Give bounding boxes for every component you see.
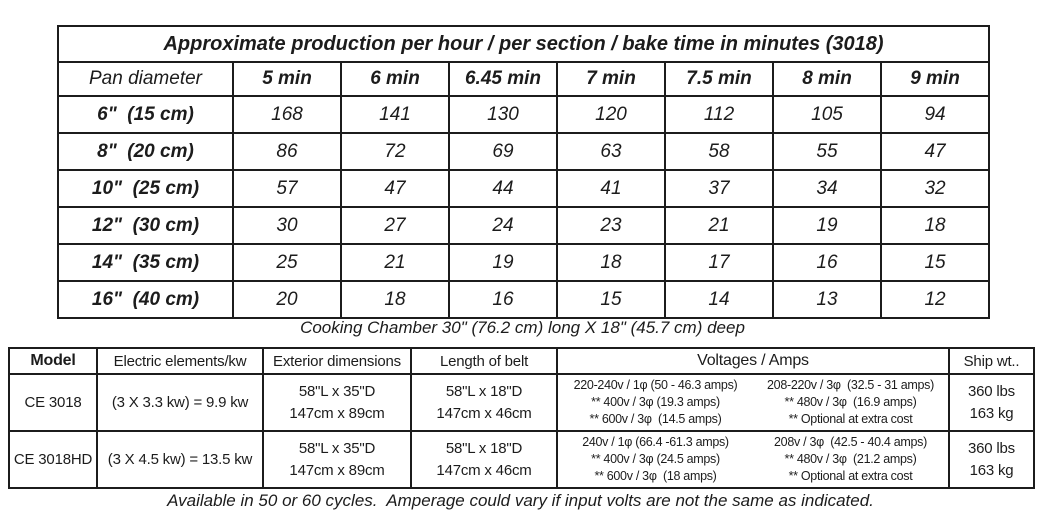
cycles-amperage-note: Available in 50 or 60 cycles. Amperage c… xyxy=(167,491,874,510)
production-value: 168 xyxy=(232,95,342,134)
exterior-dimensions-cell: 58"L x 35"D 147cm x 89cm xyxy=(262,430,412,489)
electric-elements-cell: (3 X 4.5 kw) = 13.5 kw xyxy=(96,430,264,489)
col-header-model: Model xyxy=(8,347,98,375)
production-row-6in: 6" (15 cm) 168 141 130 120 112 105 94 xyxy=(57,95,991,134)
production-row-10in: 10" (25 cm) 57 47 44 41 37 34 32 xyxy=(57,169,991,208)
col-header-9min: 9 min xyxy=(879,61,991,97)
pan-size-label: 12" (30 cm) xyxy=(57,206,234,245)
col-header-6min: 6 min xyxy=(340,61,450,97)
production-value: 12 xyxy=(879,280,991,319)
production-value: 21 xyxy=(664,206,774,245)
spec-row-ce3018: CE 3018 (3 X 3.3 kw) = 9.9 kw 58"L x 35"… xyxy=(8,373,1035,432)
production-value: 141 xyxy=(340,95,450,134)
production-value: 86 xyxy=(232,132,342,171)
voltages-left-column: 240v / 1φ (66.4 -61.3 amps) ** 400v / 3φ… xyxy=(582,435,729,483)
col-header-ship-weight: Ship wt.. xyxy=(948,347,1035,375)
col-header-exterior-dimensions: Exterior dimensions xyxy=(262,347,412,375)
exterior-dimensions-cell: 58"L x 35"D 147cm x 89cm xyxy=(262,373,412,432)
production-value: 47 xyxy=(879,132,991,171)
production-value: 47 xyxy=(340,169,450,208)
pan-size-label: 16" (40 cm) xyxy=(57,280,234,319)
production-value: 57 xyxy=(232,169,342,208)
pan-size-label: 10" (25 cm) xyxy=(57,169,234,208)
production-value: 18 xyxy=(340,280,450,319)
production-value: 41 xyxy=(556,169,666,208)
production-table-title: Approximate production per hour / per se… xyxy=(56,25,991,63)
production-value: 15 xyxy=(556,280,666,319)
production-value: 15 xyxy=(879,243,991,282)
production-value: 34 xyxy=(772,169,882,208)
col-header-electric-elements: Electric elements/kw xyxy=(96,347,264,375)
belt-length-cell: 58"L x 18"D 147cm x 46cm xyxy=(410,430,558,489)
production-value: 24 xyxy=(448,206,558,245)
production-value: 18 xyxy=(556,243,666,282)
model-cell: CE 3018HD xyxy=(8,430,98,489)
production-row-12in: 12" (30 cm) 30 27 24 23 21 19 18 xyxy=(57,206,991,245)
electric-elements-cell: (3 X 3.3 kw) = 9.9 kw xyxy=(96,373,264,432)
col-header-length-of-belt: Length of belt xyxy=(410,347,558,375)
production-value: 58 xyxy=(664,132,774,171)
production-value: 27 xyxy=(340,206,450,245)
production-value: 130 xyxy=(448,95,558,134)
production-value: 17 xyxy=(664,243,774,282)
production-value: 44 xyxy=(448,169,558,208)
production-value: 16 xyxy=(448,280,558,319)
production-value: 19 xyxy=(448,243,558,282)
spec-header-row: Model Electric elements/kw Exterior dime… xyxy=(8,347,1035,375)
production-row-14in: 14" (35 cm) 25 21 19 18 17 16 15 xyxy=(57,243,991,282)
voltages-right-column: 208v / 3φ (42.5 - 40.4 amps) ** 480v / 3… xyxy=(774,435,927,483)
voltages-right-column: 208-220v / 3φ (32.5 - 31 amps) ** 480v /… xyxy=(767,378,934,426)
production-value: 21 xyxy=(340,243,450,282)
spec-table: Model Electric elements/kw Exterior dime… xyxy=(8,347,1035,489)
production-value: 25 xyxy=(232,243,342,282)
col-header-pan-diameter: Pan diameter xyxy=(57,61,234,97)
production-value: 30 xyxy=(232,206,342,245)
production-value: 63 xyxy=(556,132,666,171)
cooking-chamber-note: Cooking Chamber 30" (76.2 cm) long X 18"… xyxy=(300,318,745,337)
model-cell: CE 3018 xyxy=(8,373,98,432)
voltages-amps-cell: 220-240v / 1φ (50 - 46.3 amps) ** 400v /… xyxy=(556,373,950,432)
production-value: 18 xyxy=(879,206,991,245)
production-value: 37 xyxy=(664,169,774,208)
col-header-7min: 7 min xyxy=(556,61,666,97)
ship-weight-cell: 360 lbs 163 kg xyxy=(948,430,1035,489)
col-header-6-45min: 6.45 min xyxy=(448,61,558,97)
col-header-voltages-amps: Voltages / Amps xyxy=(556,347,950,375)
production-row-16in: 16" (40 cm) 20 18 16 15 14 13 12 xyxy=(57,280,991,319)
production-table: Approximate production per hour / per se… xyxy=(56,25,991,319)
pan-size-label: 14" (35 cm) xyxy=(57,243,234,282)
production-value: 20 xyxy=(232,280,342,319)
production-value: 19 xyxy=(772,206,882,245)
spec-row-ce3018hd: CE 3018HD (3 X 4.5 kw) = 13.5 kw 58"L x … xyxy=(8,430,1035,489)
pan-size-label: 8" (20 cm) xyxy=(57,132,234,171)
production-value: 105 xyxy=(772,95,882,134)
production-value: 23 xyxy=(556,206,666,245)
production-title-row: Approximate production per hour / per se… xyxy=(56,25,991,63)
col-header-8min: 8 min xyxy=(772,61,882,97)
col-header-5min: 5 min xyxy=(232,61,342,97)
production-header-row: Pan diameter 5 min 6 min 6.45 min 7 min … xyxy=(57,61,991,97)
production-value: 69 xyxy=(448,132,558,171)
voltages-amps-cell: 240v / 1φ (66.4 -61.3 amps) ** 400v / 3φ… xyxy=(556,430,950,489)
voltages-left-column: 220-240v / 1φ (50 - 46.3 amps) ** 400v /… xyxy=(573,378,738,426)
belt-length-cell: 58"L x 18"D 147cm x 46cm xyxy=(410,373,558,432)
production-value: 32 xyxy=(879,169,991,208)
ship-weight-cell: 360 lbs 163 kg xyxy=(948,373,1035,432)
production-value: 16 xyxy=(772,243,882,282)
production-value: 13 xyxy=(772,280,882,319)
pan-size-label: 6" (15 cm) xyxy=(57,95,234,134)
production-value: 112 xyxy=(664,95,774,134)
production-value: 94 xyxy=(879,95,991,134)
production-value: 120 xyxy=(556,95,666,134)
production-row-8in: 8" (20 cm) 86 72 69 63 58 55 47 xyxy=(57,132,991,171)
production-value: 55 xyxy=(772,132,882,171)
production-value: 72 xyxy=(340,132,450,171)
col-header-7-5min: 7.5 min xyxy=(664,61,774,97)
production-value: 14 xyxy=(664,280,774,319)
